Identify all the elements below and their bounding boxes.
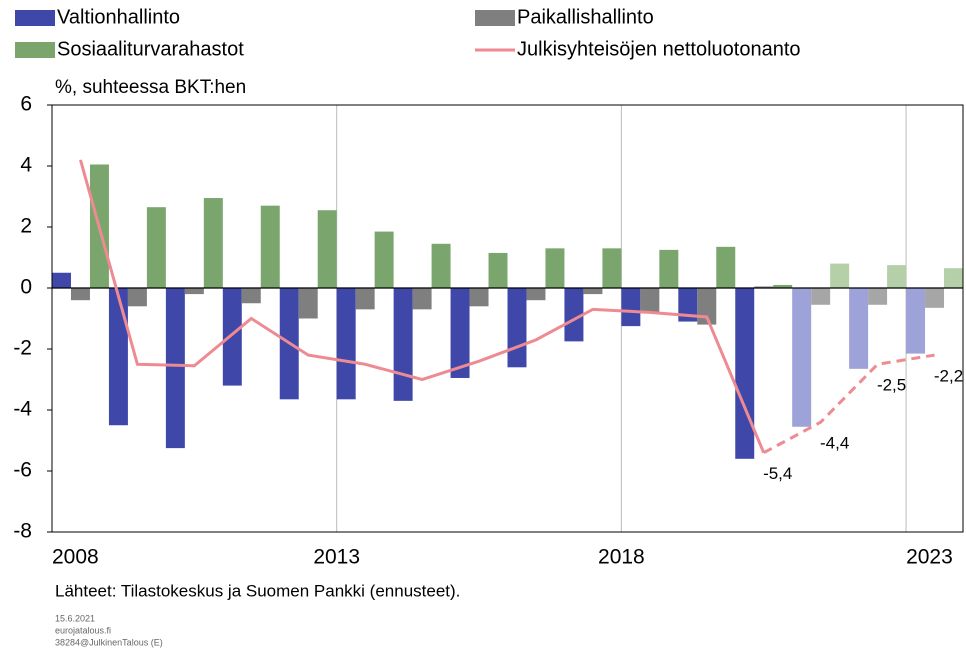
bar (507, 288, 527, 368)
y-tick-label: 2 (20, 215, 32, 238)
bar (108, 288, 128, 426)
legend-swatch (15, 10, 55, 26)
legend-label: Julkisyhteisöjen nettoluotonanto (517, 38, 801, 60)
bar (640, 288, 660, 313)
bar (868, 288, 888, 305)
bar (811, 288, 831, 305)
bar (355, 288, 375, 310)
line (79, 159, 766, 454)
bar (564, 288, 584, 342)
bar (260, 205, 280, 288)
x-tick-label: 2023 (906, 546, 953, 569)
bar (165, 288, 185, 449)
bar (659, 249, 679, 288)
bar (545, 248, 565, 288)
x-tick-label: 2008 (52, 546, 99, 569)
bar (431, 243, 451, 288)
bar (792, 288, 812, 427)
bar (735, 288, 755, 459)
legend-label: Paikallishallinto (517, 6, 654, 28)
y-tick-label: 0 (20, 276, 32, 299)
bar (52, 272, 71, 288)
bar (146, 207, 166, 288)
bar (488, 252, 508, 288)
bar (412, 288, 432, 310)
bar (887, 265, 907, 288)
bar (222, 288, 242, 386)
y-tick-label: -2 (13, 337, 32, 360)
bar (906, 288, 926, 354)
legend-swatch (15, 42, 55, 58)
bar (925, 288, 945, 308)
bar (450, 288, 470, 378)
bar (754, 286, 774, 288)
bar (127, 288, 147, 307)
data-label: -5,4 (763, 464, 792, 483)
bar (602, 248, 622, 288)
y-tick-label: -8 (13, 520, 32, 543)
bar (526, 288, 546, 301)
legend-label: Sosiaaliturvarahastot (57, 38, 244, 60)
y-axis-label: %, suhteessa BKT:hen (55, 77, 246, 98)
source: Lähteet: Tilastokeskus ja Suomen Pankki … (55, 581, 460, 600)
data-label: -2,2 (934, 367, 963, 386)
bar (621, 288, 641, 327)
bar (298, 288, 318, 319)
x-tick-label: 2013 (313, 546, 360, 569)
y-tick-label: 4 (20, 154, 32, 177)
footer-date: 15.6.2021 (55, 613, 95, 623)
bar (678, 288, 698, 322)
bar (583, 288, 603, 295)
data-label: -4,4 (820, 434, 849, 453)
bar (317, 210, 337, 288)
bar (336, 288, 356, 400)
bar (944, 268, 963, 288)
y-tick-label: -6 (13, 459, 32, 482)
legend-swatch (475, 10, 515, 26)
bar (374, 231, 394, 288)
bar (469, 288, 489, 307)
bar (70, 288, 90, 301)
bar (716, 246, 736, 288)
footer-site: eurojatalous.fi (55, 625, 111, 635)
bar (849, 288, 869, 369)
legend-label: Valtionhallinto (57, 6, 180, 28)
bar (773, 284, 793, 288)
bar (830, 263, 850, 288)
plot-border (51, 104, 964, 533)
x-tick-label: 2018 (598, 546, 645, 569)
bar (184, 288, 204, 295)
bar (393, 288, 413, 401)
y-tick-label: 6 (20, 93, 32, 116)
bar (241, 288, 261, 304)
bar (203, 198, 223, 288)
data-label: -2,5 (877, 376, 906, 395)
line-forecast (763, 353, 935, 455)
footer-id: 38284@JulkinenTalous (E) (55, 637, 163, 647)
y-tick-label: -4 (13, 398, 32, 421)
